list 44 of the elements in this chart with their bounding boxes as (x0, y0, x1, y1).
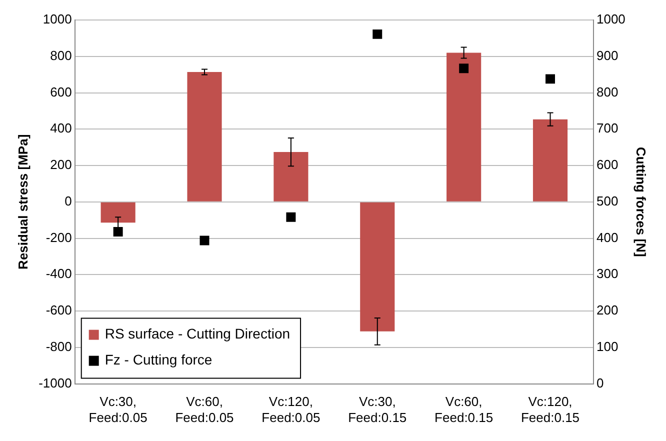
y-tick-label: 200 (50, 157, 72, 172)
y-axis-title: Residual stress [MPa] (15, 134, 30, 270)
y2-tick-label: 1000 (596, 12, 626, 27)
bar (446, 52, 482, 202)
y-tick-label: -1000 (38, 375, 72, 390)
y-tick-label: -600 (46, 302, 72, 318)
point (200, 236, 210, 246)
x-tick-label: Vc:120, Feed:0.15 (520, 394, 580, 425)
x-tick-label: Vc:30, Feed:0.15 (348, 394, 407, 425)
bar (100, 202, 136, 223)
y2-tick-label: 0 (596, 375, 604, 390)
point (286, 212, 296, 222)
y2-tick-label: 200 (596, 302, 618, 318)
bar (360, 202, 395, 332)
y2-tick-label: 400 (596, 230, 618, 245)
legend-label: Fz - Cutting force (104, 352, 212, 368)
y-tick-label: 400 (50, 120, 72, 136)
bar (187, 72, 222, 202)
legend-label: RS surface - Cutting Direction (104, 326, 290, 342)
y-tick-label: -200 (46, 230, 72, 245)
y-tick-label: -800 (46, 339, 72, 354)
x-tick-label: Vc:60, Feed:0.05 (175, 394, 234, 425)
x-tick-label: Vc:120, Feed:0.05 (262, 394, 320, 425)
point (459, 64, 469, 74)
y2-tick-label: 300 (596, 266, 618, 282)
point (546, 74, 556, 84)
y-tick-label: 0 (64, 193, 72, 208)
x-tick-label: Vc:30, Feed:0.05 (88, 394, 148, 425)
y-tick-label: 1000 (42, 12, 72, 27)
y2-tick-label: 600 (596, 157, 618, 172)
y2-axis-title: Cutting forces [N] (634, 147, 649, 257)
bar (274, 152, 308, 202)
y2-tick-label: 900 (596, 48, 618, 63)
y2-tick-label: 500 (596, 193, 618, 208)
y-tick-label: -400 (46, 266, 72, 282)
x-tick-label: Vc:60, Feed:0.15 (434, 394, 494, 425)
y2-tick-label: 100 (596, 339, 618, 354)
y-tick-label: 600 (50, 84, 72, 100)
bar (532, 119, 568, 202)
y2-tick-label: 700 (596, 120, 618, 136)
point (372, 29, 382, 39)
y2-tick-label: 800 (596, 84, 618, 100)
point (113, 226, 123, 236)
y-tick-label: 800 (50, 48, 72, 63)
